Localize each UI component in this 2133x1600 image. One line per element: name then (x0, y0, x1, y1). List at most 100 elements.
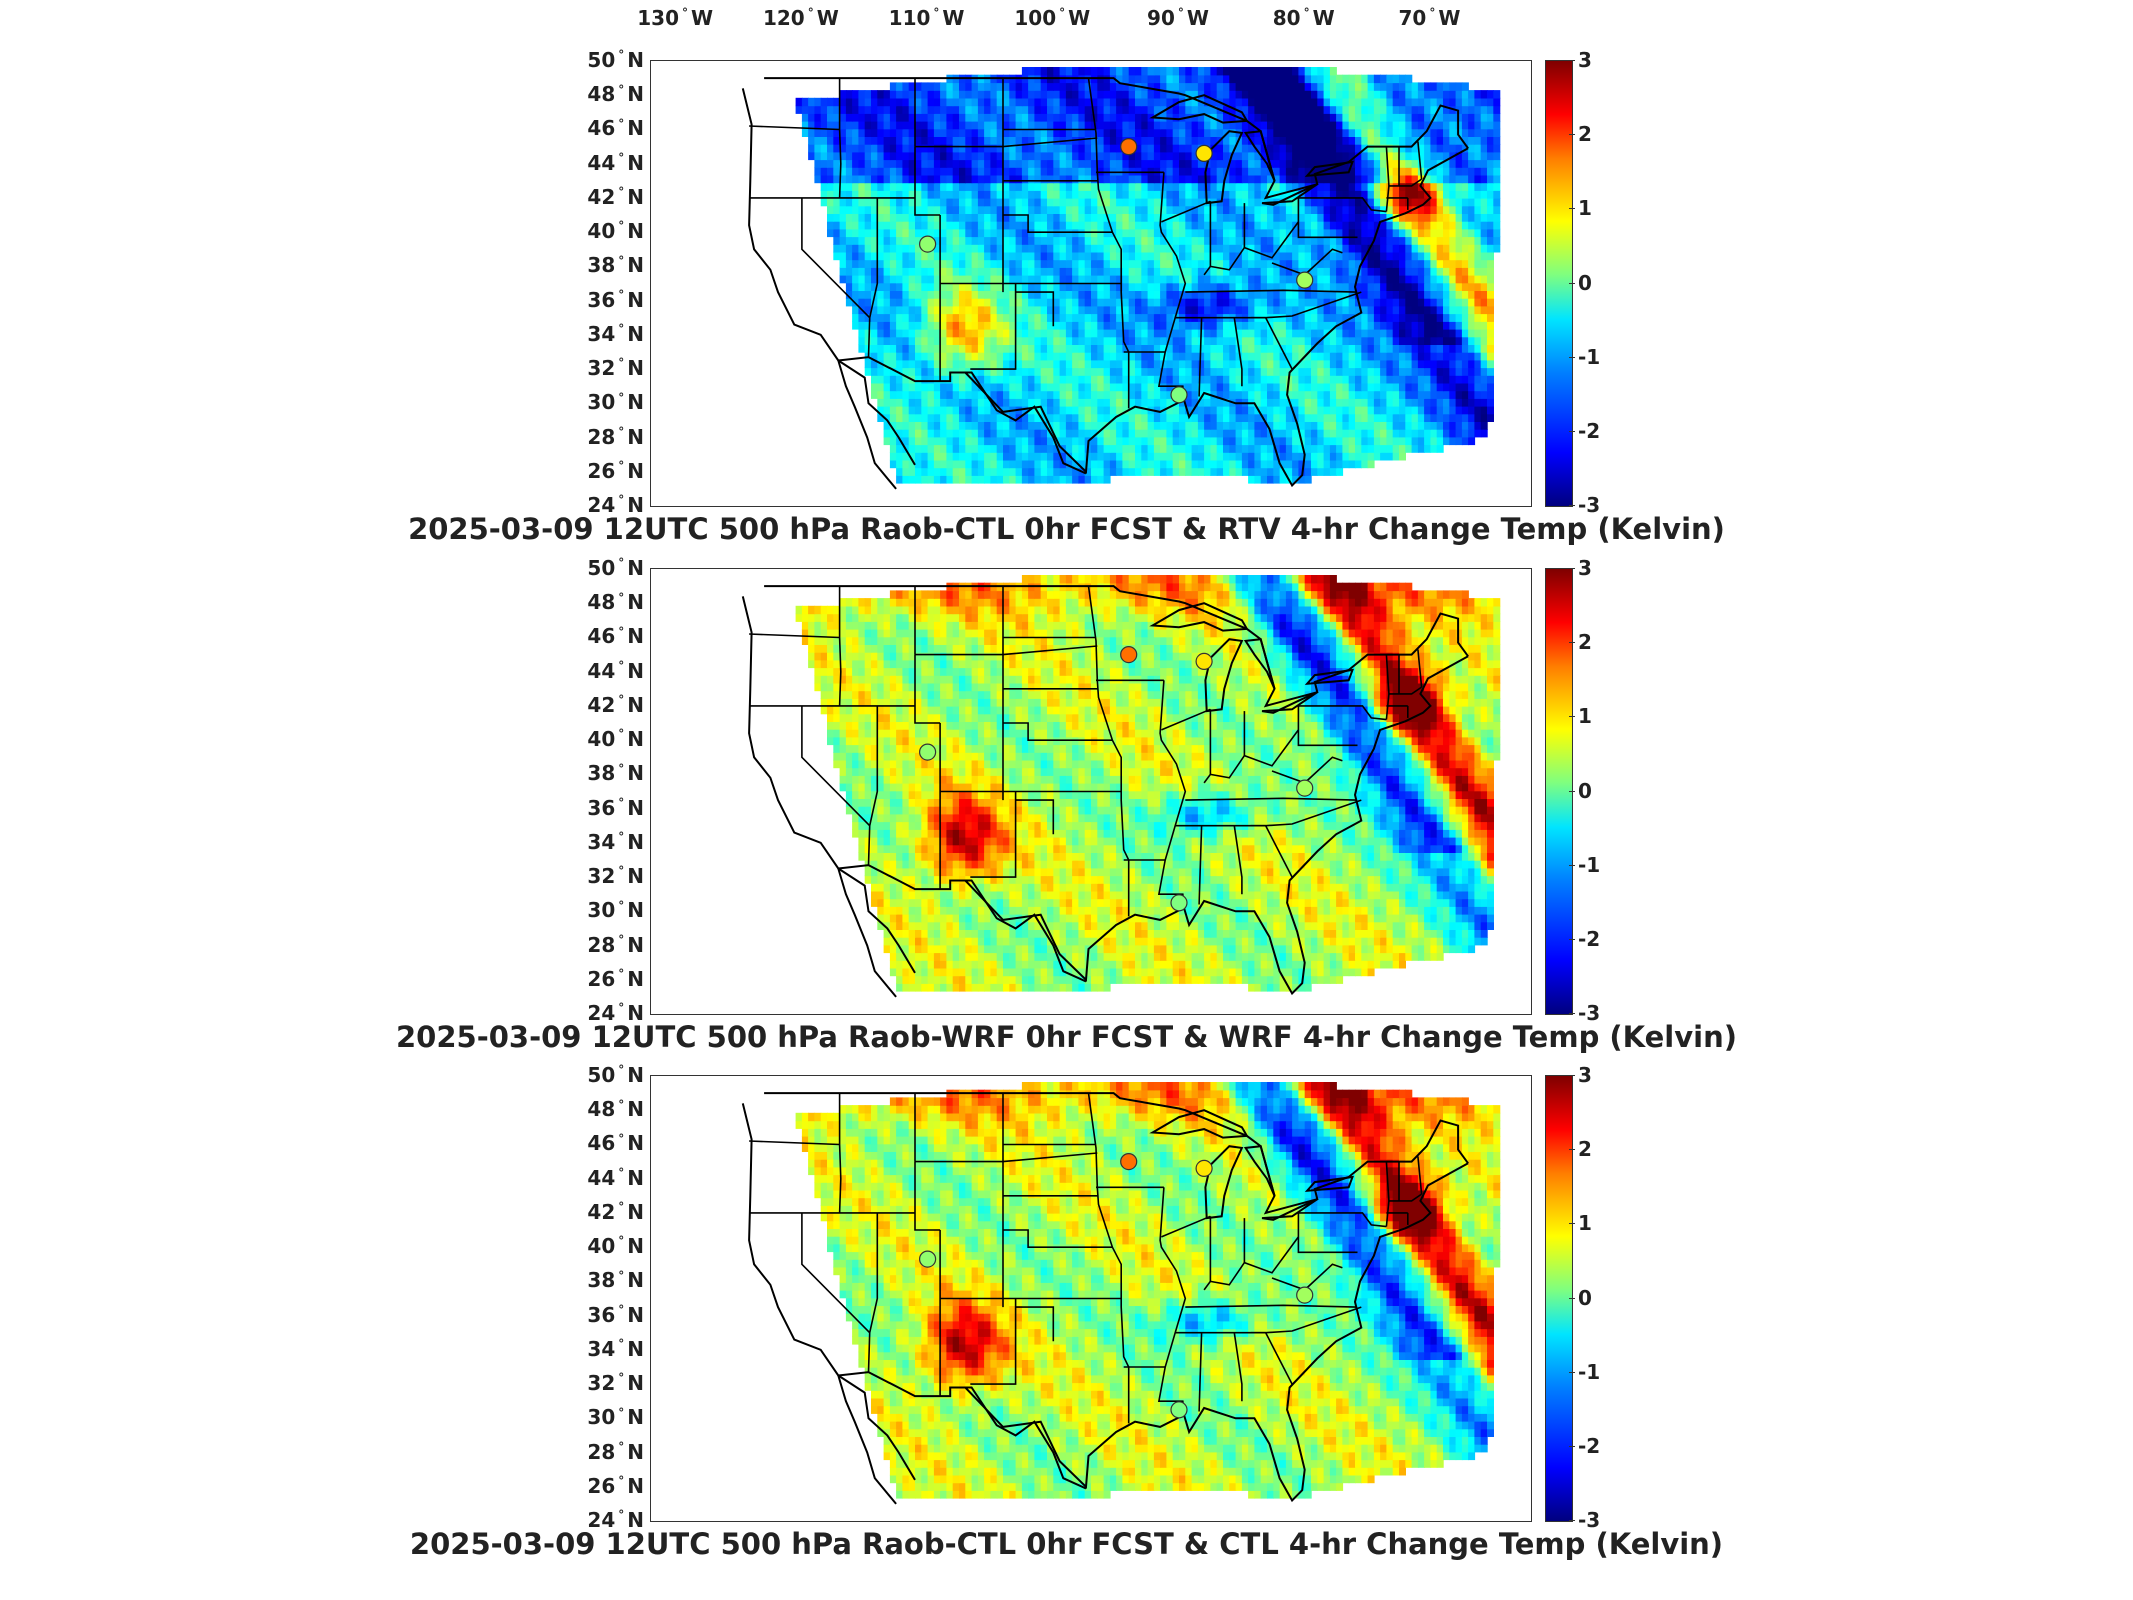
state-boundary (970, 1298, 1017, 1385)
longitude-tick-label: 100 ° W (1014, 6, 1091, 30)
state-boundary (801, 705, 871, 827)
colorbar-tick-label: -3 (1568, 493, 1601, 517)
latitude-tick-label: 32 ° N (587, 356, 644, 381)
raob-station-marker (1120, 645, 1138, 664)
coastline (964, 1162, 1469, 1503)
state-boundary (1015, 291, 1055, 327)
state-boundary (1003, 1229, 1113, 1248)
state-boundary (1161, 708, 1211, 731)
state-boundary (1264, 825, 1293, 878)
temperature-change-map (741, 575, 1501, 998)
map-frame[interactable] (650, 60, 1532, 507)
colorbar-tick-label: 1 (1569, 704, 1592, 729)
latitude-tick-label: 48 ° N (587, 1097, 644, 1122)
state-boundary (1175, 1306, 1362, 1334)
state-boundary (1161, 200, 1211, 223)
longitude-tick-label: 130 ° W (637, 6, 714, 30)
state-boundary (1087, 585, 1130, 917)
state-boundary (1210, 247, 1246, 271)
latitude-tick-label: 36 ° N (587, 1302, 644, 1327)
state-boundary (1157, 172, 1187, 400)
colorbar-tick-label: -1 (1568, 1359, 1601, 1384)
state-boundary (1244, 729, 1300, 767)
coastline (964, 147, 1469, 488)
state-boundary (1175, 291, 1362, 319)
panel-title: 2025-03-09 12UTC 500 hPa Raob-CTL 0hr FC… (409, 1527, 1724, 1561)
latitude-tick-label: 32 ° N (587, 864, 644, 889)
state-boundary (749, 125, 840, 131)
latitude-tick-label: 44 ° N (587, 150, 644, 175)
state-boundary (914, 1161, 941, 1231)
coastline (837, 1375, 897, 1505)
longitude-tick-label: 80 ° W (1272, 6, 1335, 30)
latitude-tick-label: 38 ° N (587, 1268, 644, 1293)
state-boundary (1297, 197, 1358, 239)
state-boundary (1198, 1332, 1203, 1412)
latitude-tick-label: 50 ° N (587, 48, 644, 72)
colorbar-tick-label: 3 (1569, 48, 1592, 72)
colorbar-tick-label: -1 (1568, 852, 1601, 877)
latitude-tick-label: 34 ° N (587, 829, 644, 854)
state-boundary (970, 283, 1017, 370)
coastline (964, 655, 1469, 996)
coastline (741, 88, 916, 466)
state-boundary (1417, 141, 1423, 180)
great-lake-outline (1304, 1175, 1355, 1192)
raob-station-marker (1170, 1401, 1188, 1419)
state-boundary (1233, 825, 1243, 895)
great-lake-outline (1261, 183, 1318, 206)
latitude-tick-label: 40 ° N (587, 219, 644, 244)
latitude-tick-label: 34 ° N (587, 1336, 644, 1361)
raob-station-marker (1296, 271, 1314, 289)
state-boundary (1297, 705, 1358, 747)
map-frame[interactable] (650, 568, 1532, 1015)
state-boundary (1015, 799, 1055, 835)
latitude-tick-label: 34 ° N (587, 321, 644, 346)
raob-station-marker (1195, 1159, 1213, 1178)
latitude-tick-label: 28 ° N (587, 1439, 644, 1464)
latitude-tick-label: 36 ° N (587, 795, 644, 820)
state-boundary (915, 137, 1098, 148)
colorbar-tick-label: 0 (1569, 1285, 1592, 1310)
coastline (741, 1103, 916, 1481)
colorbar-tick-label: 3 (1569, 1063, 1592, 1087)
state-boundary (1298, 1212, 1387, 1228)
latitude-tick-label: 42 ° N (587, 184, 644, 209)
colorbar-tick-label: -2 (1568, 1433, 1601, 1458)
colorbar-tick-label: 2 (1569, 122, 1592, 147)
state-boundary (1185, 1304, 1357, 1308)
temperature-change-map (741, 67, 1501, 490)
great-lake-outline (1149, 602, 1249, 632)
state-boundary (1244, 1236, 1300, 1274)
latitude-tick-label: 38 ° N (587, 253, 644, 278)
colorbar-tick-label: -2 (1568, 926, 1601, 951)
state-boundary (1388, 178, 1423, 187)
great-lake-outline (1243, 638, 1276, 690)
state-boundary (1003, 214, 1113, 233)
state-boundary (1198, 825, 1203, 905)
great-lake-outline (1149, 94, 1249, 124)
map-frame[interactable] (650, 1075, 1532, 1522)
latitude-tick-label: 28 ° N (587, 424, 644, 449)
raob-station-marker (919, 1250, 937, 1268)
coastline (741, 596, 916, 974)
coastline (838, 864, 1087, 983)
longitude-tick-label: 110 ° W (888, 6, 965, 30)
raob-station-marker (1195, 144, 1213, 163)
state-boundary (838, 78, 842, 198)
colorbar-tick-label: 1 (1569, 1211, 1592, 1236)
state-boundary (1298, 705, 1387, 721)
state-boundary (1175, 799, 1362, 827)
latitude-tick-label: 44 ° N (587, 658, 644, 683)
latitude-tick-label: 26 ° N (587, 966, 644, 991)
great-lake-outline (1149, 1109, 1249, 1139)
raob-station-marker (1296, 779, 1314, 797)
state-boundary (1233, 317, 1243, 387)
map-panel: 50 ° N 48 ° N 46 ° N 44 ° N 42 ° N 40 ° N 38 ° N 36 ° N 34 ° N 32 ° N… (0, 48, 2133, 570)
state-boundary (915, 1152, 1098, 1163)
great-lake-outline (1261, 1198, 1318, 1221)
state-boundary (1271, 756, 1343, 784)
state-boundary (1271, 1263, 1343, 1291)
latitude-tick-label: 28 ° N (587, 932, 644, 957)
state-boundary (1185, 289, 1357, 293)
